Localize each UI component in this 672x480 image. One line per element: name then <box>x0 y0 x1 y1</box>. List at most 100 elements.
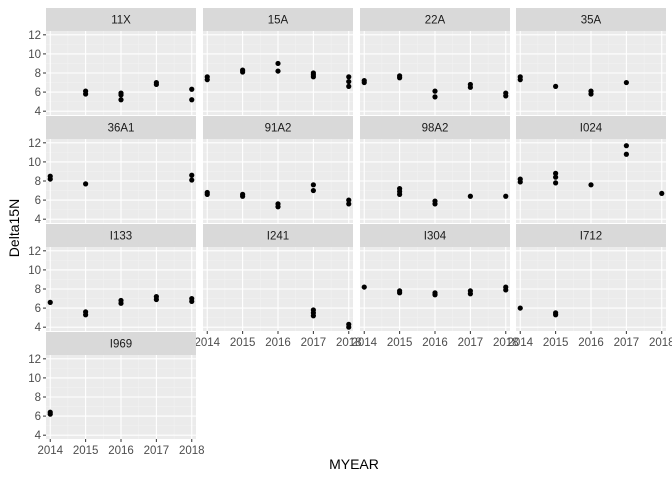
data-point <box>659 190 665 197</box>
data-point <box>310 307 316 313</box>
x-tick-label: 2016 <box>265 337 291 349</box>
data-point <box>432 290 438 296</box>
x-tick-label: 2017 <box>614 337 640 349</box>
data-point <box>204 74 210 80</box>
data-point <box>189 172 195 178</box>
facet-strip-label: 11X <box>111 15 131 27</box>
data-point <box>432 88 438 94</box>
data-point <box>553 310 559 316</box>
facet-strip-label: I133 <box>110 231 132 243</box>
y-axis-title: Delta15N <box>6 199 22 257</box>
facet-strip <box>203 224 353 247</box>
data-point <box>346 197 352 203</box>
data-point <box>189 86 195 92</box>
data-point <box>432 94 438 100</box>
data-point <box>553 83 559 89</box>
data-point <box>240 67 246 73</box>
x-tick-label: 2018 <box>649 337 672 349</box>
data-point <box>623 79 629 86</box>
facet-strip-label: I241 <box>267 231 289 243</box>
data-point <box>310 187 316 194</box>
x-axis-title: MYEAR <box>329 456 379 472</box>
data-point <box>623 143 629 149</box>
y-tick-label: 4 <box>35 322 42 334</box>
y-tick-label: 12 <box>28 30 41 42</box>
y-tick-label: 8 <box>35 68 41 80</box>
data-point <box>204 189 210 196</box>
x-tick-label: 2016 <box>108 445 134 457</box>
facet-strip-label: 35A <box>581 15 602 27</box>
facet-strip <box>203 116 353 139</box>
data-point <box>310 182 316 188</box>
data-point <box>275 201 281 207</box>
data-point <box>397 186 403 192</box>
facet-strip-label: 36A1 <box>108 123 135 135</box>
facet-panel-i133: I133 4 6 8 10 12 <box>28 224 196 334</box>
x-tick-label: 2016 <box>578 337 604 349</box>
y-tick-label: 12 <box>28 354 41 366</box>
data-point <box>361 78 367 84</box>
facet-panel-i241: I241 2014 2015 2016 2017 2018 <box>194 224 362 349</box>
x-tick-label: 2015 <box>73 445 99 457</box>
data-point <box>397 73 403 79</box>
facet-strip-label: I024 <box>580 123 603 135</box>
data-point <box>517 305 523 311</box>
x-tick-label: 2016 <box>422 337 448 349</box>
data-point <box>467 81 473 88</box>
data-point <box>275 68 281 74</box>
x-tick-label: 2017 <box>301 337 327 349</box>
data-point <box>118 90 124 96</box>
y-tick-label: 4 <box>35 106 42 118</box>
facet-panel-98a2: 98A2 <box>360 116 510 223</box>
facet-panel-i969: I969 4 6 8 10 12 2014 2015 2016 2017 2018 <box>28 332 205 457</box>
data-point <box>467 288 473 294</box>
x-tick-label: 2018 <box>493 337 519 349</box>
x-tick-label: 2018 <box>336 337 362 349</box>
data-point <box>361 284 367 290</box>
data-point <box>153 79 159 86</box>
facet-strip <box>516 116 666 139</box>
data-point <box>83 88 89 94</box>
facet-strip <box>360 224 510 247</box>
facet-strip <box>360 8 510 31</box>
facet-panel-11x: 11X 4 6 8 10 12 <box>28 8 196 118</box>
facet-strip <box>203 8 353 31</box>
facet-strip <box>360 116 510 139</box>
facet-strip <box>516 8 666 31</box>
data-point <box>47 173 53 179</box>
x-tick-label: 2015 <box>543 337 569 349</box>
facet-strip-label: 15A <box>268 15 289 27</box>
x-tick-label: 2014 <box>37 445 63 457</box>
y-tick-label: 10 <box>28 265 41 277</box>
data-point <box>240 191 246 197</box>
facet-strip <box>46 116 196 139</box>
y-tick-label: 10 <box>28 373 41 385</box>
x-tick-label: 2017 <box>458 337 484 349</box>
data-point <box>118 297 124 304</box>
data-point <box>588 182 594 188</box>
data-point <box>47 409 53 415</box>
x-tick-label: 2014 <box>507 337 533 349</box>
x-tick-label: 2017 <box>144 445 170 457</box>
x-tick-label: 2014 <box>351 337 377 349</box>
facet-strip <box>46 332 196 355</box>
y-tick-label: 6 <box>35 411 41 423</box>
facet-strip-label: 22A <box>425 15 446 27</box>
facet-panel-15a: 15A <box>203 8 353 115</box>
data-point <box>503 90 509 96</box>
y-tick-label: 10 <box>28 49 41 61</box>
data-point <box>623 151 629 157</box>
data-point <box>346 321 352 327</box>
data-point <box>346 83 352 89</box>
facet-strip-label: I969 <box>110 339 132 351</box>
facet-panel-91a2: 91A2 <box>203 116 353 223</box>
data-point <box>553 170 559 176</box>
facet-panels: 11X 4 6 8 10 12 15A 22A 35A 36A1 4 6 8 10 12 91A2 98A2 I0… <box>28 8 672 457</box>
facet-strip <box>516 224 666 247</box>
y-tick-label: 6 <box>35 195 41 207</box>
data-point <box>83 309 89 315</box>
y-tick-label: 12 <box>28 246 41 258</box>
data-point <box>467 193 473 199</box>
data-point <box>346 201 352 207</box>
